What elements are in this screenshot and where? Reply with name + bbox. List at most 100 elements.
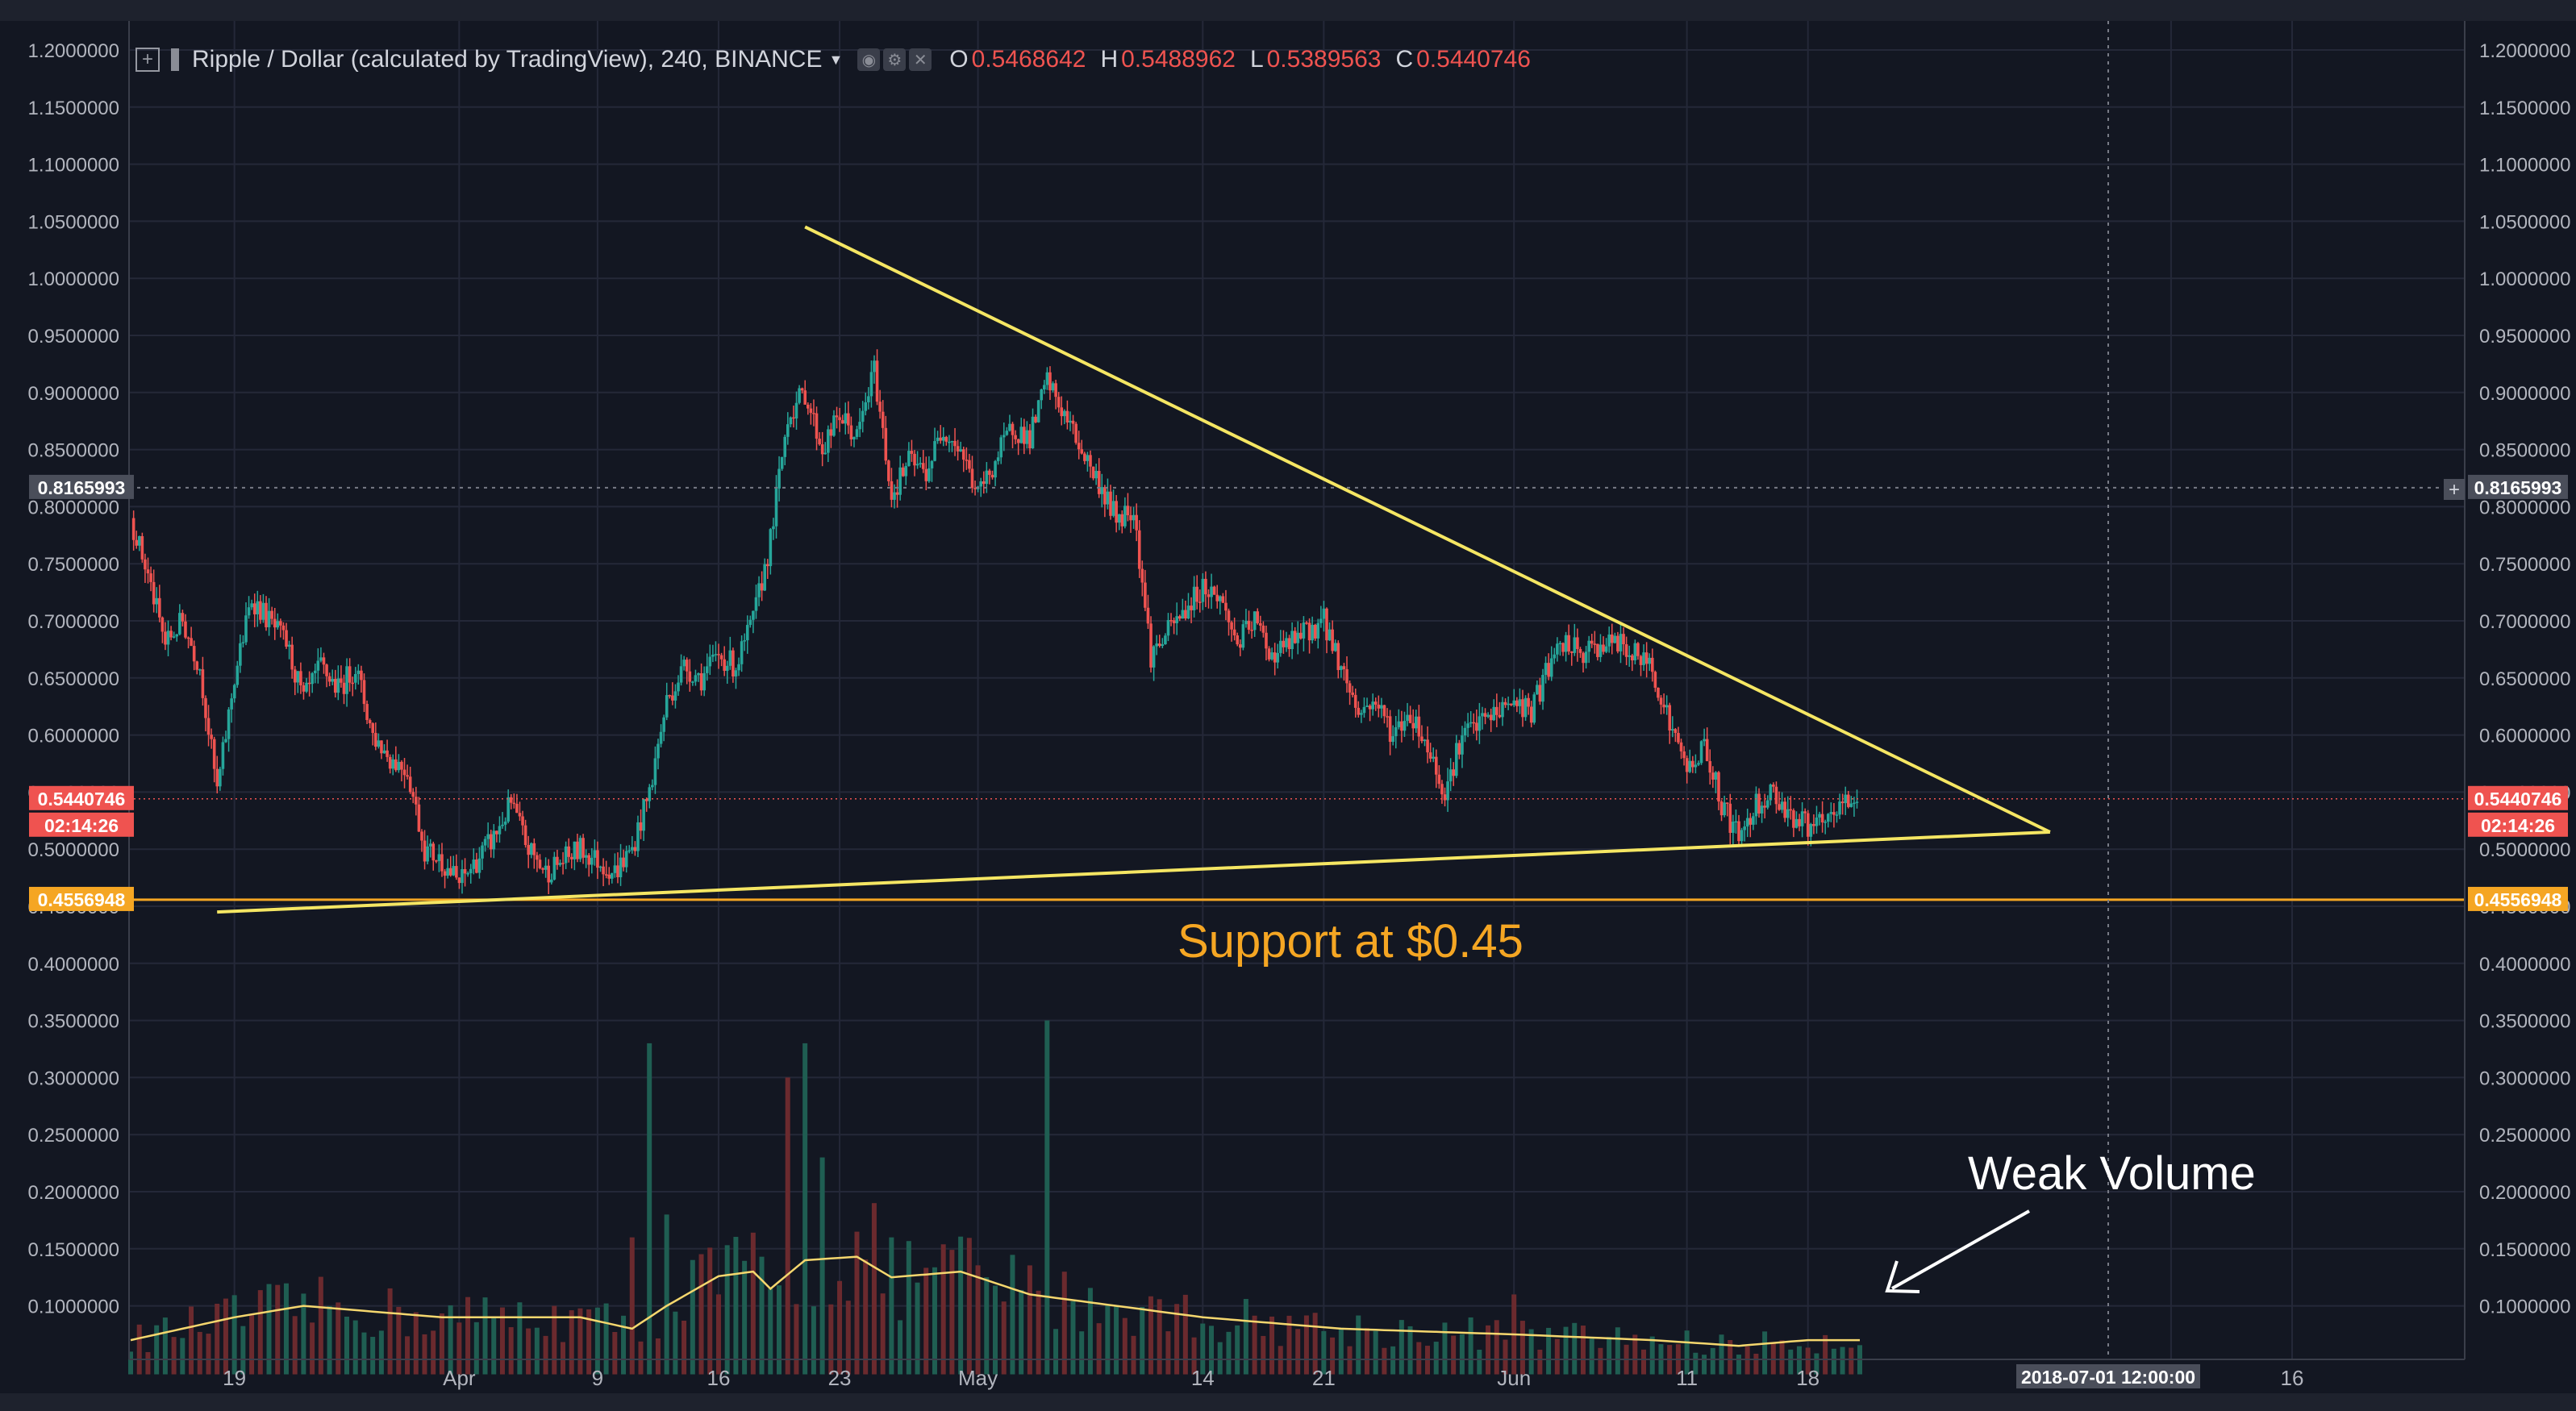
volume-bar [1753,1353,1759,1375]
candle-body [437,854,441,861]
candle-body [1549,658,1553,677]
volume-bar [1347,1346,1353,1375]
eye-icon[interactable]: ◉ [857,48,881,71]
candle-body [259,601,262,620]
candle-body [336,678,340,693]
candle-body [386,750,389,757]
candle-body [250,603,253,608]
candle-body [1169,620,1173,622]
candle-body [783,436,787,457]
collapse-plus-icon[interactable]: + [135,48,160,72]
candle-body [869,372,873,397]
x-tick-label: Apr [443,1366,476,1390]
candle-body [360,670,363,681]
trendline [804,225,2051,834]
volume-bar [1191,1337,1197,1375]
candle-body [244,615,248,643]
candle-body [273,618,277,628]
gear-icon[interactable]: ⚙ [883,48,907,71]
candle-body [1036,400,1040,422]
candle-body [924,468,928,481]
candle-body [1065,410,1069,422]
candle-body [155,597,159,605]
candle-body [878,402,882,412]
candle-body [483,839,487,846]
candle-body [1596,643,1599,657]
volume-bar [197,1331,202,1375]
candle-body [1630,655,1634,661]
volume-bar [266,1284,272,1375]
candle-body [1794,818,1799,828]
candle-body [1743,826,1746,830]
volume-bar [863,1259,869,1375]
candle-body [780,456,784,469]
candle-body [1818,814,1821,818]
candle-body [443,871,447,876]
y-tick-label-right: 0.1000000 [2479,1297,2570,1318]
candle-body [1106,491,1110,505]
candle-body [1057,397,1061,408]
volume-bar [1209,1326,1214,1375]
candle-body [936,437,940,442]
volume-bar [1044,1020,1050,1375]
candle-body [446,868,449,876]
volume-bar [517,1302,523,1375]
candle-body [1428,752,1432,759]
candle-body [1653,672,1657,688]
candle-body [1772,785,1775,787]
volume-bar [1684,1330,1690,1375]
candle-body [1558,643,1562,645]
candle-body [1357,707,1361,715]
candle-body [1426,739,1429,753]
candle-body [1210,586,1213,597]
candle-body [699,673,703,691]
candle-body [1331,629,1334,651]
candle-body [1423,739,1427,742]
candle-body [1144,582,1147,608]
volume-bar [638,1341,644,1375]
candle-body [1198,601,1202,603]
candle-body [895,492,899,495]
candle-body [809,408,813,414]
candle-body [1628,655,1632,657]
volume-bar [482,1297,488,1375]
candle-body [140,535,144,560]
candle-body [1607,634,1611,647]
candle-body [477,858,481,873]
volume-bar [1356,1315,1361,1375]
candle-body [1212,586,1216,595]
candle-body [1060,407,1064,417]
candle-body [994,460,997,478]
candle-body [1659,697,1663,705]
candle-body [1360,713,1363,715]
candle-body [1140,568,1144,583]
chevron-down-icon[interactable]: ▼ [828,51,844,68]
candle-body [1501,701,1504,718]
candle-body [1325,608,1328,641]
candle-body [515,803,519,814]
candle-body [950,440,954,443]
volume-bar [1295,1329,1301,1375]
symbol-title[interactable]: Ripple / Dollar (calculated by TradingVi… [192,46,823,73]
volume-bar [283,1283,289,1375]
y-tick-label-right: 0.6500000 [2479,668,2570,690]
close-icon[interactable]: ✕ [909,48,932,71]
candle-body [1232,629,1236,636]
candle-body [186,637,190,639]
volume-bar [975,1265,981,1375]
candle-body [691,681,694,683]
candle-body [803,390,807,405]
volume-bar [966,1238,972,1375]
candle-body [408,776,412,793]
candle-body [1380,705,1383,709]
support-price-label-bg [2468,886,2568,911]
candle-body [1475,722,1478,731]
y-tick-label-left: 0.3000000 [28,1068,119,1089]
candle-body [1192,586,1196,610]
candle-body [930,460,934,468]
candle-body [1282,640,1286,647]
volume-bar [1330,1337,1336,1375]
candle-body [1798,818,1801,826]
candle-body [1521,699,1524,718]
